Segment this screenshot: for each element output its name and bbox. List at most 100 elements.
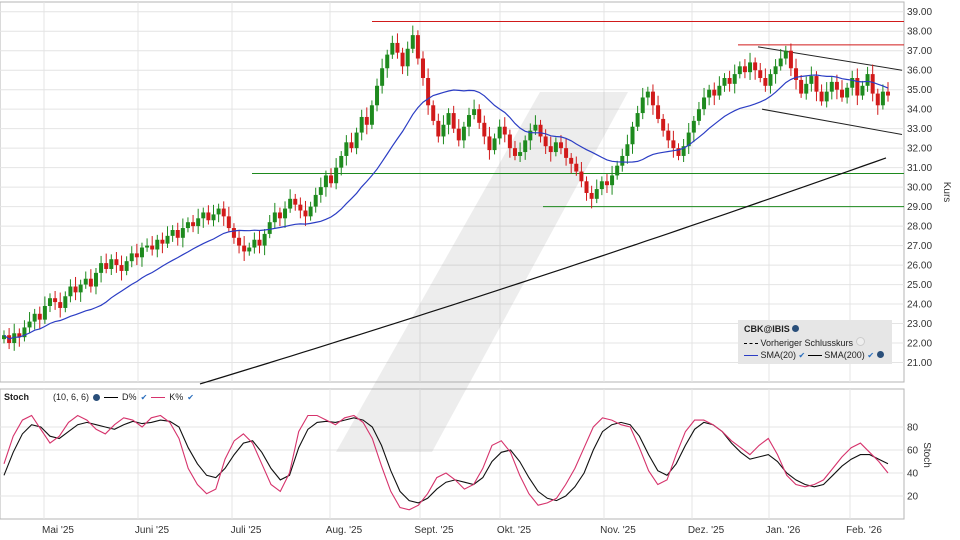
candle: [865, 66, 870, 92]
candle: [359, 109, 364, 141]
candle: [477, 104, 482, 129]
candle: [656, 95, 661, 124]
candle: [119, 255, 124, 281]
candle: [819, 84, 824, 106]
candle: [293, 193, 298, 211]
candle: [42, 296, 47, 324]
y-tick-label: 33.00: [907, 124, 932, 135]
x-tick-label: Aug. '25: [326, 525, 363, 536]
stoch-D-line: [3, 417, 889, 504]
candle: [528, 123, 533, 150]
settings-icon[interactable]: [792, 325, 800, 332]
candle: [354, 127, 359, 155]
candle: [242, 236, 247, 261]
candle: [155, 234, 160, 258]
candle: [604, 174, 609, 193]
candle: [794, 58, 799, 90]
check-icon[interactable]: ✔: [140, 392, 148, 402]
candle: [160, 232, 165, 254]
y-tick-label: 22.00: [907, 339, 932, 350]
candle: [145, 238, 150, 252]
candle: [712, 82, 717, 106]
candle: [170, 225, 175, 242]
candle: [288, 189, 293, 213]
candle: [364, 107, 369, 135]
candle: [252, 232, 257, 254]
settings-icon[interactable]: [93, 393, 101, 401]
legend-sma200: SMA(200): [824, 350, 865, 360]
candle: [436, 113, 441, 143]
settings-icon[interactable]: [876, 351, 884, 358]
candle: [855, 68, 860, 106]
candle: [257, 230, 262, 254]
candle: [400, 47, 405, 75]
candle: [22, 320, 27, 342]
y-tick-label: 23.00: [907, 319, 932, 330]
candle: [564, 138, 569, 166]
y-tick-label: 40: [907, 469, 919, 480]
candle: [768, 69, 773, 94]
candle: [329, 168, 334, 188]
candle: [283, 201, 288, 228]
stoch-panel-frame: [0, 388, 905, 520]
toggle-icon[interactable]: [855, 337, 865, 346]
y-tick-label: 38.00: [907, 27, 932, 38]
check-icon[interactable]: ✔: [187, 392, 194, 402]
candle: [778, 48, 783, 71]
sma200-path: [199, 157, 887, 385]
candle: [804, 76, 809, 100]
candle: [47, 293, 52, 313]
check-icon[interactable]: ✔: [867, 351, 875, 360]
candle: [114, 252, 119, 273]
x-tick-label: Nov. '25: [600, 525, 636, 536]
sma20-path: [3, 74, 889, 340]
candle: [548, 136, 553, 162]
candle: [594, 179, 599, 204]
candle: [303, 200, 308, 226]
candle: [385, 49, 390, 78]
sma200-line: [199, 157, 887, 385]
candle: [589, 185, 594, 209]
y-tick-label: 29.00: [907, 202, 932, 213]
candle: [610, 165, 615, 195]
candle: [676, 143, 681, 161]
candle: [466, 107, 471, 137]
k-swatch: [151, 396, 166, 398]
candle: [737, 61, 742, 79]
x-ticks: Mai '25 Juni '25 Juli '25 Aug. '25 Sept. '25…: [42, 525, 882, 536]
stoch-title: Stoch: [4, 392, 30, 402]
candle: [308, 201, 313, 221]
d-swatch: [104, 396, 119, 398]
candle: [2, 330, 6, 344]
candle: [661, 114, 666, 137]
candle: [814, 71, 819, 102]
y-tick-label: 80: [907, 423, 919, 434]
legend-prev-close: Vorheriger Schlusskurs: [760, 338, 854, 348]
y-tick-label: 20: [907, 492, 919, 503]
candle: [237, 230, 242, 254]
x-tick-label: Jan. '26: [766, 525, 801, 536]
level-lines: [252, 20, 904, 208]
candle: [63, 291, 68, 313]
watermark-logo: [336, 92, 628, 452]
channel-upper-line: [757, 46, 903, 71]
stoch-lines: [3, 414, 889, 511]
candle: [512, 140, 517, 161]
check-icon[interactable]: ✔: [798, 351, 806, 360]
candle: [696, 101, 701, 126]
candle: [226, 206, 231, 233]
price-legend: CBK@IBIS Vorheriger Schlusskurs SMA(20) …: [738, 320, 892, 364]
y-tick-label: 24.00: [907, 300, 932, 311]
candle: [339, 151, 344, 176]
candle: [742, 59, 747, 79]
channel-lower-line: [761, 108, 903, 136]
y-tick-label: 39.00: [907, 7, 932, 18]
candle: [620, 148, 625, 172]
y-tick-label: 34.00: [907, 105, 932, 116]
price-grid: [0, 2, 904, 382]
candle: [579, 161, 584, 188]
candle: [533, 115, 538, 135]
sma200-swatch: [807, 355, 822, 357]
y-tick-label: 32.00: [907, 144, 932, 155]
candle: [569, 153, 574, 174]
